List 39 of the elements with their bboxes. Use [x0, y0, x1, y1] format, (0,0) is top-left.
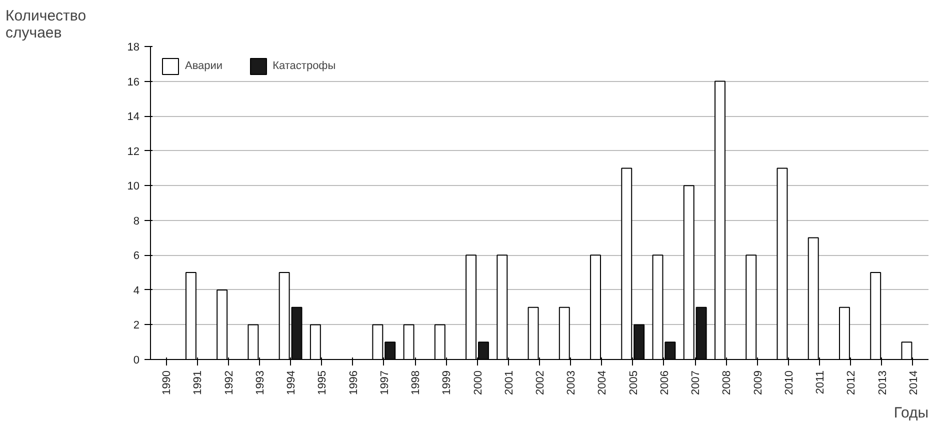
x-axis-title: Годы [894, 404, 929, 422]
legend-label: Катастрофы [272, 60, 336, 72]
x-tick-label: 1990 [161, 370, 174, 395]
x-tick-label: 2001 [503, 370, 516, 395]
x-tick-label: 1992 [223, 370, 236, 395]
legend-label: Аварии [185, 60, 223, 72]
x-tick-label: 2011 [814, 370, 827, 394]
x-tick-label: 1999 [441, 370, 454, 395]
y-tick-label: 8 [133, 215, 140, 228]
y-tick-label: 0 [133, 354, 140, 366]
x-tick-label: 2005 [628, 370, 640, 395]
x-tick-label: 2006 [658, 370, 671, 395]
x-tick-label: 2000 [472, 370, 484, 395]
y-tick-label: 10 [127, 180, 140, 193]
x-tick-label: 2012 [846, 370, 858, 395]
x-tick-label: 1994 [286, 370, 298, 395]
y-tick-label: 14 [127, 111, 140, 124]
x-tick-label: 2003 [566, 370, 578, 395]
x-tick-label: 1991 [192, 370, 204, 395]
x-tick-label: 1997 [378, 370, 391, 395]
x-tick-label: 1995 [316, 370, 329, 395]
y-tick-label: 2 [133, 320, 140, 332]
x-tick-label: 2010 [783, 370, 796, 395]
y-tick-label: 16 [127, 76, 140, 88]
x-tick-label: 2014 [908, 370, 920, 395]
y-tick-label: 6 [133, 250, 140, 262]
x-tick-label: 2004 [596, 370, 609, 395]
y-tick-label: 12 [127, 146, 140, 158]
x-tick-label: 2007 [690, 370, 702, 395]
x-tick-label: 2008 [721, 370, 734, 395]
y-tick-label: 18 [127, 42, 140, 54]
y-tick-label: 4 [133, 284, 140, 297]
x-tick-label: 1996 [348, 370, 360, 395]
x-tick-label: 2013 [876, 370, 889, 395]
y-axis-title: Количество случаев [6, 8, 86, 42]
x-tick-label: 1993 [254, 370, 266, 395]
x-tick-label: 2002 [534, 370, 546, 395]
x-tick-label: 1998 [410, 370, 422, 395]
x-tick-label: 2009 [752, 370, 764, 395]
